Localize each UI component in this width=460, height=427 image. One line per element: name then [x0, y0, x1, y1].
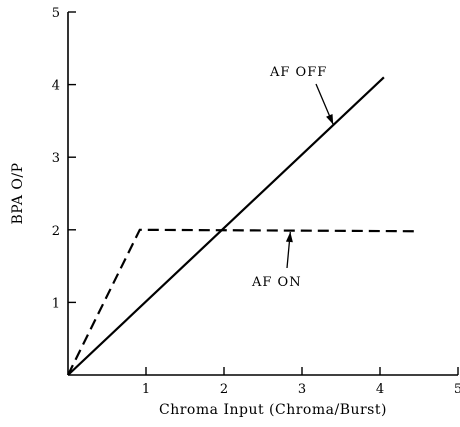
series-group — [67, 76, 420, 376]
annotation-arrowhead — [326, 113, 334, 125]
y-tick-label: 5 — [52, 6, 60, 21]
y-ticks: 1 2 3 4 5 — [52, 6, 76, 311]
x-axis-label: Chroma Input (Chroma/Burst) — [159, 402, 387, 418]
y-axis-label: BPA O/P — [10, 162, 26, 224]
y-tick-label: 1 — [52, 296, 60, 311]
annotation-arrowhead — [285, 231, 293, 243]
annotation-label: AF OFF — [269, 65, 327, 80]
y-tick-label: 3 — [52, 151, 60, 166]
annotations: AF OFF AF ON — [251, 65, 334, 290]
series-line-af-on — [67, 228, 420, 376]
x-tick-label: 4 — [376, 382, 384, 397]
x-tick-label: 1 — [142, 382, 150, 397]
x-tick-label: 2 — [220, 382, 228, 397]
x-tick-label: 5 — [454, 382, 460, 397]
y-tick-label: 2 — [52, 224, 60, 239]
series-line-af-off — [67, 76, 385, 376]
y-tick-label: 4 — [52, 79, 60, 94]
annotation-label: AF ON — [251, 275, 302, 290]
axes — [67, 12, 458, 376]
x-tick-label: 3 — [298, 382, 306, 397]
x-ticks: 1 2 3 4 5 — [142, 367, 460, 397]
